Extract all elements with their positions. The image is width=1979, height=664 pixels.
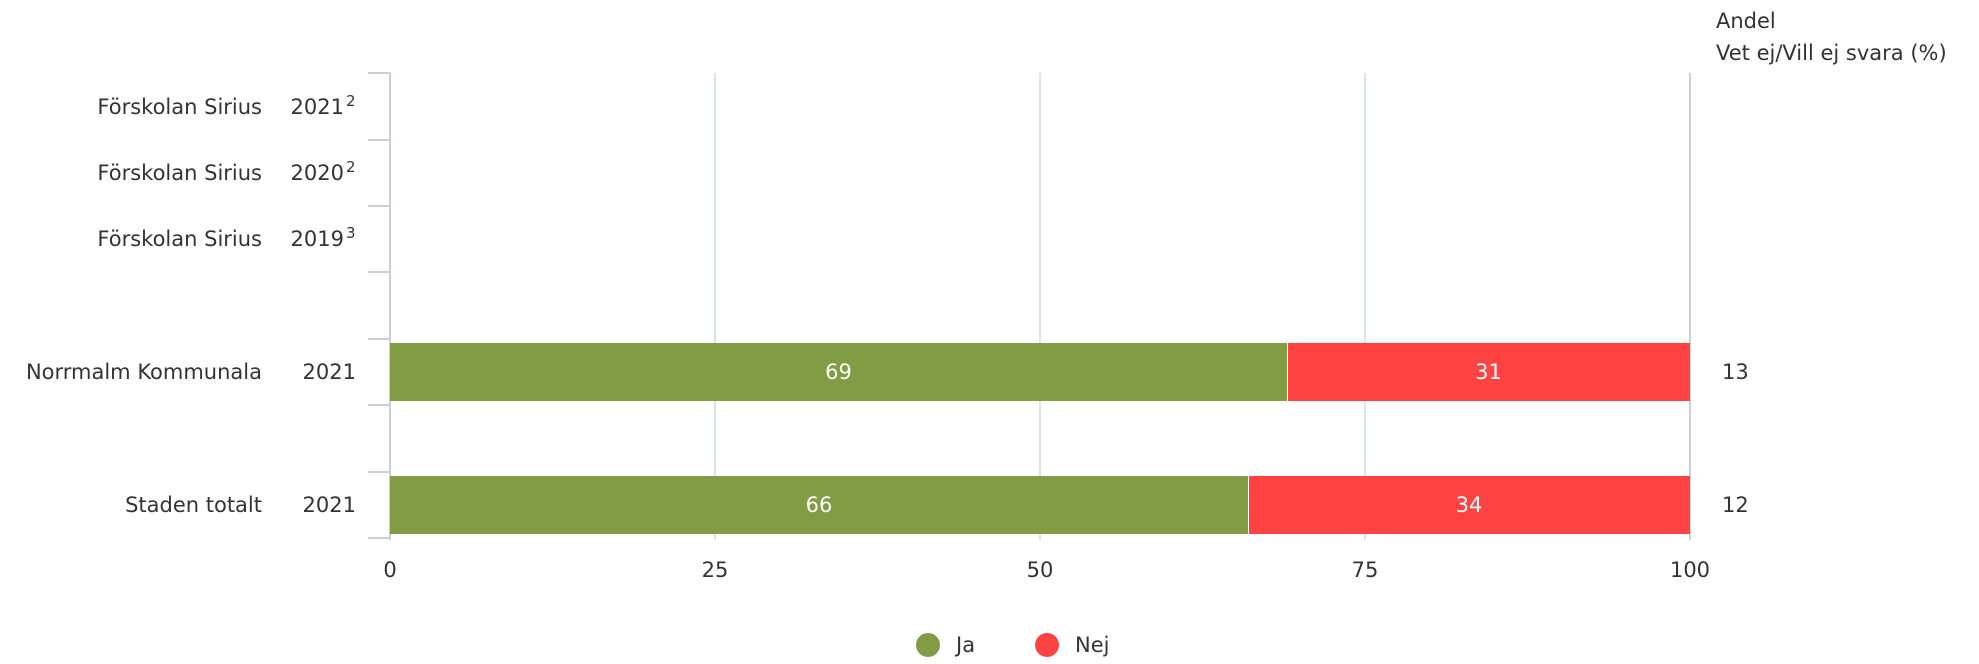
row-name-label: Förskolan Sirius	[97, 161, 262, 185]
data-label-nej: 31	[1475, 360, 1502, 384]
bar-segment-ja[interactable]	[390, 343, 1287, 401]
andel-value: 12	[1722, 493, 1749, 517]
x-tick-label: 50	[1027, 558, 1054, 582]
row-name-label: Norrmalm Kommunala	[26, 360, 262, 384]
row-name-label: Förskolan Sirius	[97, 227, 262, 251]
row-year-label: 2021	[291, 95, 344, 119]
x-tick-label: 25	[702, 558, 729, 582]
legend-marker-ja[interactable]	[916, 633, 940, 657]
data-label-nej: 34	[1456, 493, 1483, 517]
bar-segment-nej[interactable]	[1249, 476, 1690, 534]
row-year-label: 2021	[303, 493, 356, 517]
y-axis-ticks	[368, 72, 390, 539]
andel-column-header: Vet ej/Vill ej svara (%)	[1716, 41, 1947, 65]
grid	[389, 73, 1691, 540]
bars: 69 31 66 34	[390, 343, 1690, 534]
row-footnote-sup: 2	[346, 158, 356, 176]
bar-segment-nej[interactable]	[1288, 343, 1690, 401]
legend-marker-nej[interactable]	[1035, 633, 1059, 657]
row-name-label: Förskolan Sirius	[97, 95, 262, 119]
legend-label-nej[interactable]: Nej	[1075, 633, 1109, 657]
x-tick-label: 75	[1352, 558, 1379, 582]
row-footnote-sup: 2	[346, 92, 356, 110]
row-name-label: Staden totalt	[125, 493, 262, 517]
row-year-label: 2021	[303, 360, 356, 384]
x-axis: 0 25 50 75 100	[383, 558, 1710, 582]
extra-column-header: Andel Vet ej/Vill ej svara (%)	[1716, 9, 1947, 65]
x-tick-label: 100	[1670, 558, 1710, 582]
andel-value: 13	[1722, 360, 1749, 384]
data-label-ja: 69	[825, 360, 852, 384]
x-tick-label: 0	[383, 558, 396, 582]
row-year-label: 2019	[291, 227, 344, 251]
row-footnote-sup: 3	[346, 224, 356, 242]
bar-segment-ja[interactable]	[390, 476, 1248, 534]
legend-label-ja[interactable]: Ja	[954, 633, 975, 657]
andel-column-header: Andel	[1716, 9, 1776, 33]
legend: Ja Nej	[916, 633, 1109, 657]
data-label-ja: 66	[806, 493, 833, 517]
row-year-label: 2020	[291, 161, 344, 185]
